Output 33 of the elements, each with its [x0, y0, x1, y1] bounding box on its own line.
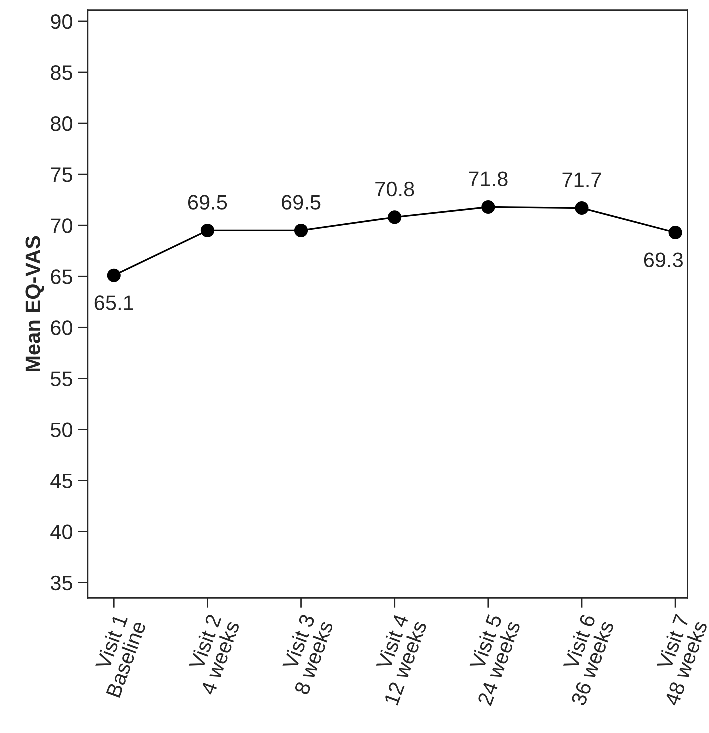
x-tick-label: Visit 4 12 weeks [376, 613, 428, 706]
data-label: 71.8 [469, 172, 508, 186]
point [388, 210, 402, 224]
y-axis-title: Mean EQ-VAS [26, 236, 44, 372]
data-label: 65.1 [94, 296, 134, 310]
y-tick-label: 75 [51, 168, 72, 182]
point [668, 226, 682, 240]
y-tick-label: 85 [51, 66, 72, 80]
y-tick-label: 90 [51, 14, 73, 30]
x-tick-label: Visit 5 24 weeks [469, 614, 521, 706]
data-label: 70.8 [376, 182, 414, 197]
data-label: 69.5 [282, 195, 321, 210]
point [200, 224, 214, 238]
point [482, 200, 496, 214]
data-label: 69.5 [188, 195, 228, 210]
y-tick-label: 45 [50, 474, 72, 489]
data-label: 71.7 [562, 172, 602, 188]
y-tick-label: 60 [51, 320, 73, 336]
x-tick-label: Visit 3 8 weeks [282, 614, 334, 696]
y-tick-label: 55 [50, 372, 72, 386]
x-tick-label: Visit 7 48 weeks [656, 614, 708, 707]
y-tick-label: 70 [51, 218, 73, 234]
x-tick-label: Visit 2 4 weeks [188, 614, 240, 696]
point [107, 268, 121, 282]
data-label: 69.3 [644, 252, 683, 268]
y-tick-label: 40 [50, 524, 73, 540]
y-tick-label: 35 [50, 576, 72, 591]
y-tick-label: 80 [51, 116, 73, 132]
point [575, 201, 589, 216]
y-tick-label: 50 [50, 422, 73, 438]
y-tick-label: 65 [51, 270, 72, 284]
x-tick-label: Visit 6 36 weeks [562, 614, 614, 707]
point [294, 224, 308, 238]
